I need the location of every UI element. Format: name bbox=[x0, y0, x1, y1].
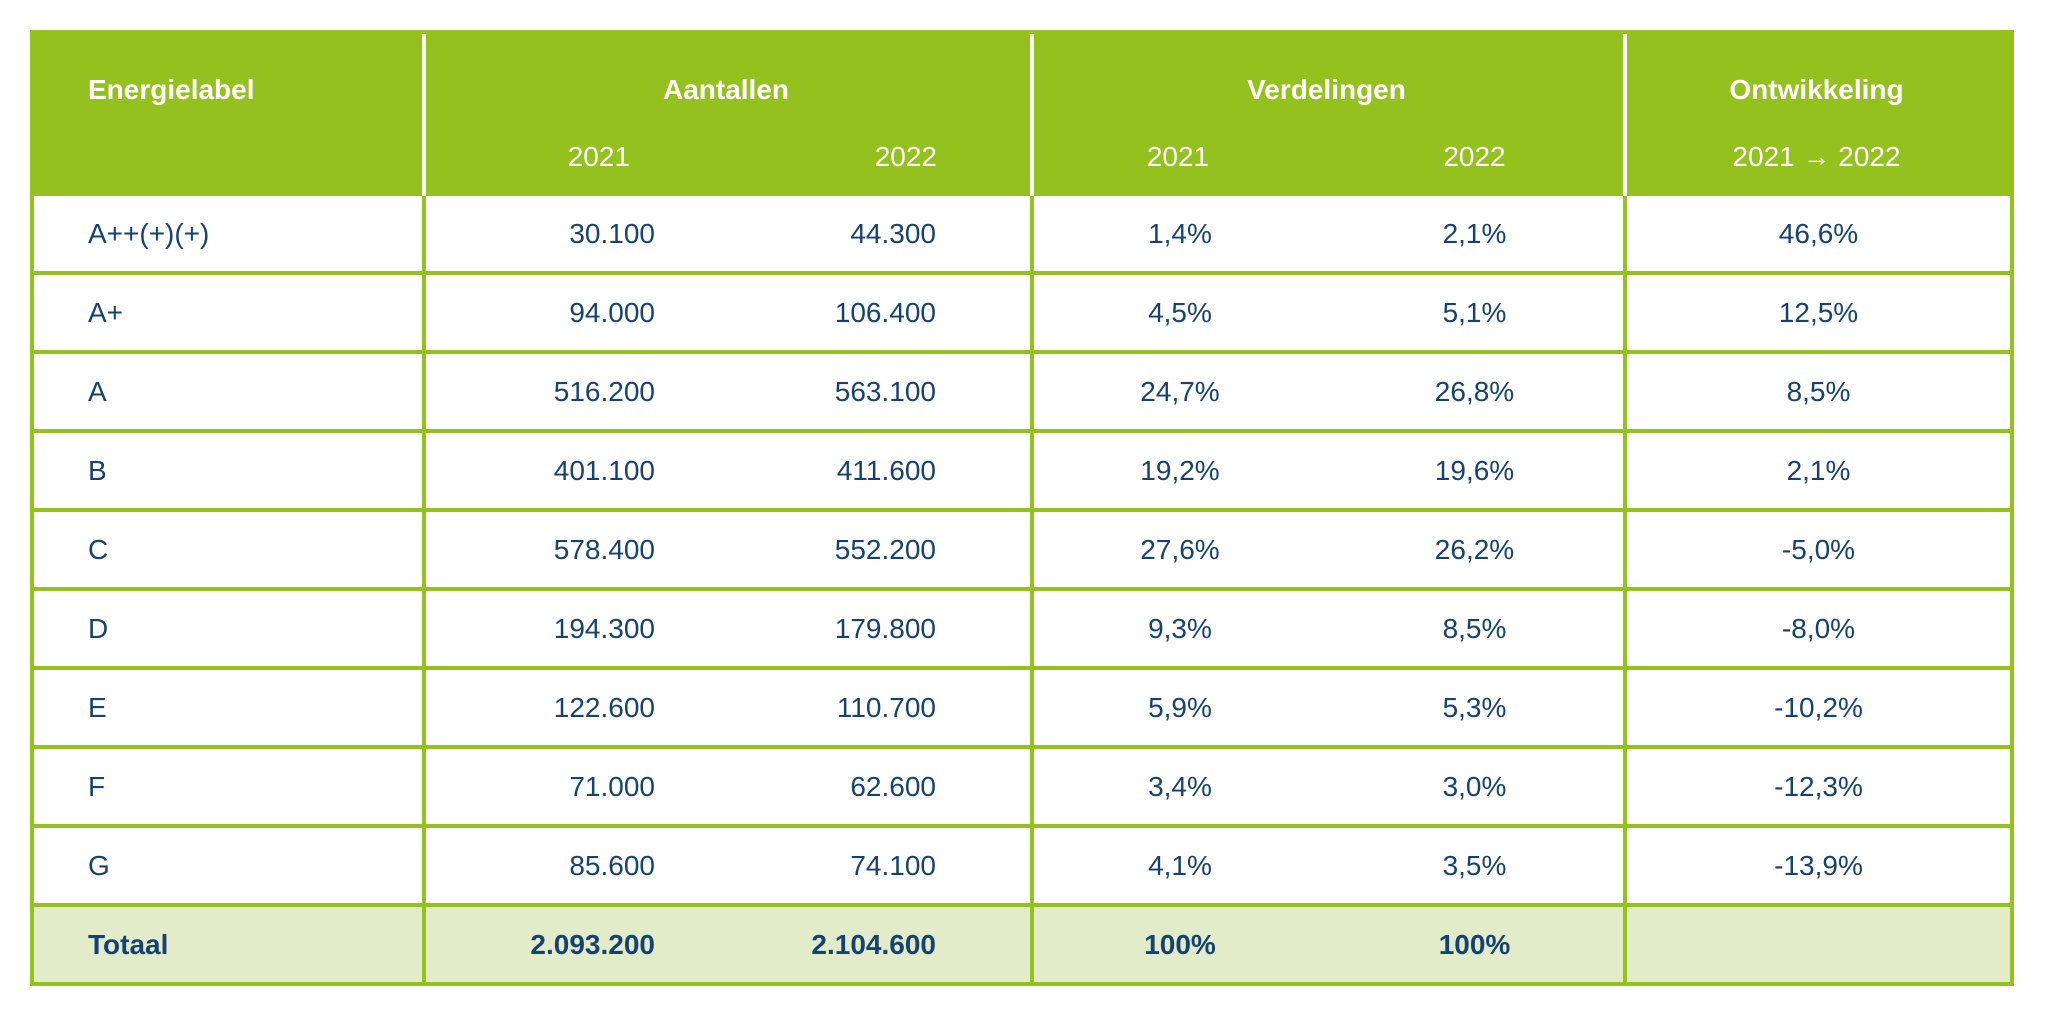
verdeling-2022-cell: 5,1% bbox=[1442, 296, 1507, 328]
year-header-ontwikkeling-range: 2021 → 2022 bbox=[1732, 141, 1901, 172]
verdeling-2021-cell: 5,9% bbox=[1030, 670, 1326, 745]
energy-label-cell: A+ bbox=[88, 296, 124, 328]
aantal-2022-cell: 62.600 bbox=[850, 770, 936, 802]
year-header-aantallen-2021: 2021 bbox=[567, 141, 630, 172]
table-row-f: F 71.000 62.600 3,4% 3,0% -12,3% bbox=[34, 749, 2010, 828]
aantal-2021-cell: 516.200 bbox=[422, 354, 726, 429]
ontwikkeling-cell: 8,5% bbox=[1623, 354, 2010, 429]
header-spacer bbox=[34, 137, 422, 177]
year-header-verdelingen-2021: 2021 bbox=[1146, 141, 1210, 172]
total-aantal-2021-cell: 2.093.200 bbox=[422, 907, 726, 982]
ontwikkeling-cell: -13,9% bbox=[1623, 828, 2010, 903]
aantal-2021-cell: 71.000 bbox=[422, 749, 726, 824]
aantal-2021-cell: 401.100 bbox=[422, 433, 726, 508]
table-row-b: B 401.100 411.600 19,2% 19,6% 2,1% bbox=[34, 433, 2010, 512]
aantal-2021-cell: 30.100 bbox=[422, 196, 726, 271]
verdeling-2021-cell: 27,6% bbox=[1030, 512, 1326, 587]
aantal-2022-cell: 179.800 bbox=[834, 612, 936, 644]
total-aantal-2022-cell: 2.104.600 bbox=[811, 928, 936, 960]
verdeling-2022-cell: 5,3% bbox=[1442, 691, 1507, 723]
table-header: Energielabel Aantallen Verdelingen Ontwi… bbox=[34, 34, 2010, 196]
energy-label-cell: F bbox=[88, 770, 106, 802]
verdeling-2021-cell: 9,3% bbox=[1030, 591, 1326, 666]
verdeling-2021-cell: 24,7% bbox=[1030, 354, 1326, 429]
energy-label-cell: G bbox=[88, 849, 110, 881]
aantal-2021-cell: 578.400 bbox=[422, 512, 726, 587]
year-header-aantallen-2022: 2022 bbox=[874, 141, 937, 172]
section-header-verdelingen: Verdelingen bbox=[1247, 74, 1406, 105]
verdeling-2021-cell: 1,4% bbox=[1030, 196, 1326, 271]
aantal-2022-cell: 411.600 bbox=[836, 454, 936, 486]
energy-label-table: Energielabel Aantallen Verdelingen Ontwi… bbox=[30, 30, 2014, 986]
aantal-2022-cell: 106.400 bbox=[834, 296, 936, 328]
aantal-2021-cell: 194.300 bbox=[422, 591, 726, 666]
verdeling-2022-cell: 19,6% bbox=[1434, 454, 1515, 486]
ontwikkeling-cell: 2,1% bbox=[1623, 433, 2010, 508]
aantal-2022-cell: 552.200 bbox=[834, 533, 936, 565]
verdeling-2022-cell: 2,1% bbox=[1442, 217, 1507, 249]
header-divider-2 bbox=[1030, 34, 1034, 196]
aantal-2021-cell: 85.600 bbox=[422, 828, 726, 903]
header-divider-1 bbox=[422, 34, 426, 196]
total-verdeling-2022-cell: 100% bbox=[1438, 928, 1511, 960]
verdeling-2022-cell: 3,5% bbox=[1442, 849, 1507, 881]
total-verdeling-2021-cell: 100% bbox=[1030, 907, 1326, 982]
verdeling-2022-cell: 26,8% bbox=[1434, 375, 1515, 407]
table-row-a-plusplus: A++(+)(+) 30.100 44.300 1,4% 2,1% 46,6% bbox=[34, 196, 2010, 275]
ontwikkeling-cell: -10,2% bbox=[1623, 670, 2010, 745]
section-header-aantallen: Aantallen bbox=[662, 74, 790, 105]
aantal-2021-cell: 122.600 bbox=[422, 670, 726, 745]
aantal-2022-cell: 74.100 bbox=[850, 849, 936, 881]
table-row-totaal: Totaal 2.093.200 2.104.600 100% 100% bbox=[34, 907, 2010, 982]
ontwikkeling-cell: 12,5% bbox=[1623, 275, 2010, 350]
total-label-cell: Totaal bbox=[88, 928, 169, 960]
header-section-row: Energielabel Aantallen Verdelingen Ontwi… bbox=[34, 70, 2010, 110]
aantal-2022-cell: 563.100 bbox=[834, 375, 936, 407]
verdeling-2021-cell: 3,4% bbox=[1030, 749, 1326, 824]
energy-label-cell: C bbox=[88, 533, 109, 565]
energy-label-cell: B bbox=[88, 454, 107, 486]
ontwikkeling-cell: -5,0% bbox=[1623, 512, 2010, 587]
verdeling-2021-cell: 4,5% bbox=[1030, 275, 1326, 350]
year-header-verdelingen-2022: 2022 bbox=[1443, 141, 1506, 172]
verdeling-2021-cell: 19,2% bbox=[1030, 433, 1326, 508]
header-year-row: 2021 2022 2021 2022 2021 → 2022 bbox=[34, 137, 2010, 177]
energy-label-cell: D bbox=[88, 612, 109, 644]
ontwikkeling-cell: -8,0% bbox=[1623, 591, 2010, 666]
ontwikkeling-cell: -12,3% bbox=[1623, 749, 2010, 824]
ontwikkeling-cell: 46,6% bbox=[1623, 196, 2010, 271]
verdeling-2021-cell: 4,1% bbox=[1030, 828, 1326, 903]
table-row-a-plus: A+ 94.000 106.400 4,5% 5,1% 12,5% bbox=[34, 275, 2010, 354]
verdeling-2022-cell: 8,5% bbox=[1442, 612, 1507, 644]
table-row-e: E 122.600 110.700 5,9% 5,3% -10,2% bbox=[34, 670, 2010, 749]
energy-label-cell: E bbox=[88, 691, 107, 723]
aantal-2022-cell: 110.700 bbox=[836, 691, 936, 723]
aantal-2022-cell: 44.300 bbox=[850, 217, 936, 249]
header-divider-3 bbox=[1623, 34, 1627, 196]
table-row-d: D 194.300 179.800 9,3% 8,5% -8,0% bbox=[34, 591, 2010, 670]
section-header-ontwikkeling: Ontwikkeling bbox=[1729, 74, 1904, 105]
verdeling-2022-cell: 26,2% bbox=[1434, 533, 1515, 565]
verdeling-2022-cell: 3,0% bbox=[1442, 770, 1507, 802]
energy-label-cell: A bbox=[88, 375, 107, 407]
aantal-2021-cell: 94.000 bbox=[422, 275, 726, 350]
table-row-g: G 85.600 74.100 4,1% 3,5% -13,9% bbox=[34, 828, 2010, 907]
table-row-c: C 578.400 552.200 27,6% 26,2% -5,0% bbox=[34, 512, 2010, 591]
table-row-a: A 516.200 563.100 24,7% 26,8% 8,5% bbox=[34, 354, 2010, 433]
column-header-energielabel: Energielabel bbox=[88, 74, 255, 105]
energy-label-cell: A++(+)(+) bbox=[88, 217, 210, 249]
total-ontwikkeling-cell bbox=[1623, 907, 2010, 982]
